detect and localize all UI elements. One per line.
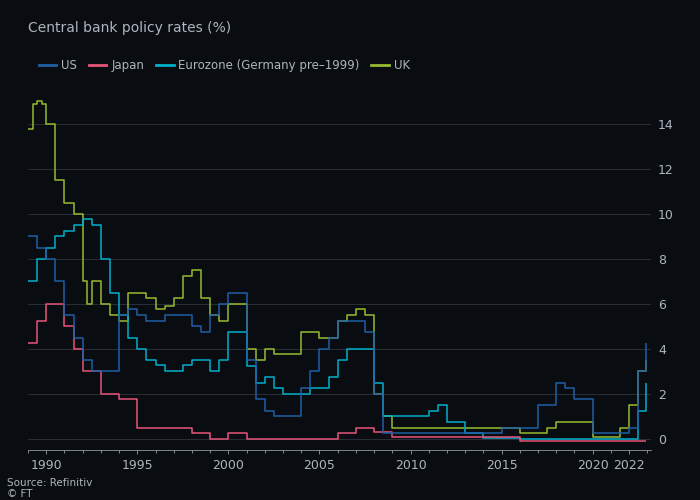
Text: Source: Refinitiv: Source: Refinitiv [7, 478, 92, 488]
Text: © FT: © FT [7, 489, 32, 499]
Text: Central bank policy rates (%): Central bank policy rates (%) [28, 20, 231, 34]
Legend: US, Japan, Eurozone (Germany pre–1999), UK: US, Japan, Eurozone (Germany pre–1999), … [34, 54, 414, 77]
